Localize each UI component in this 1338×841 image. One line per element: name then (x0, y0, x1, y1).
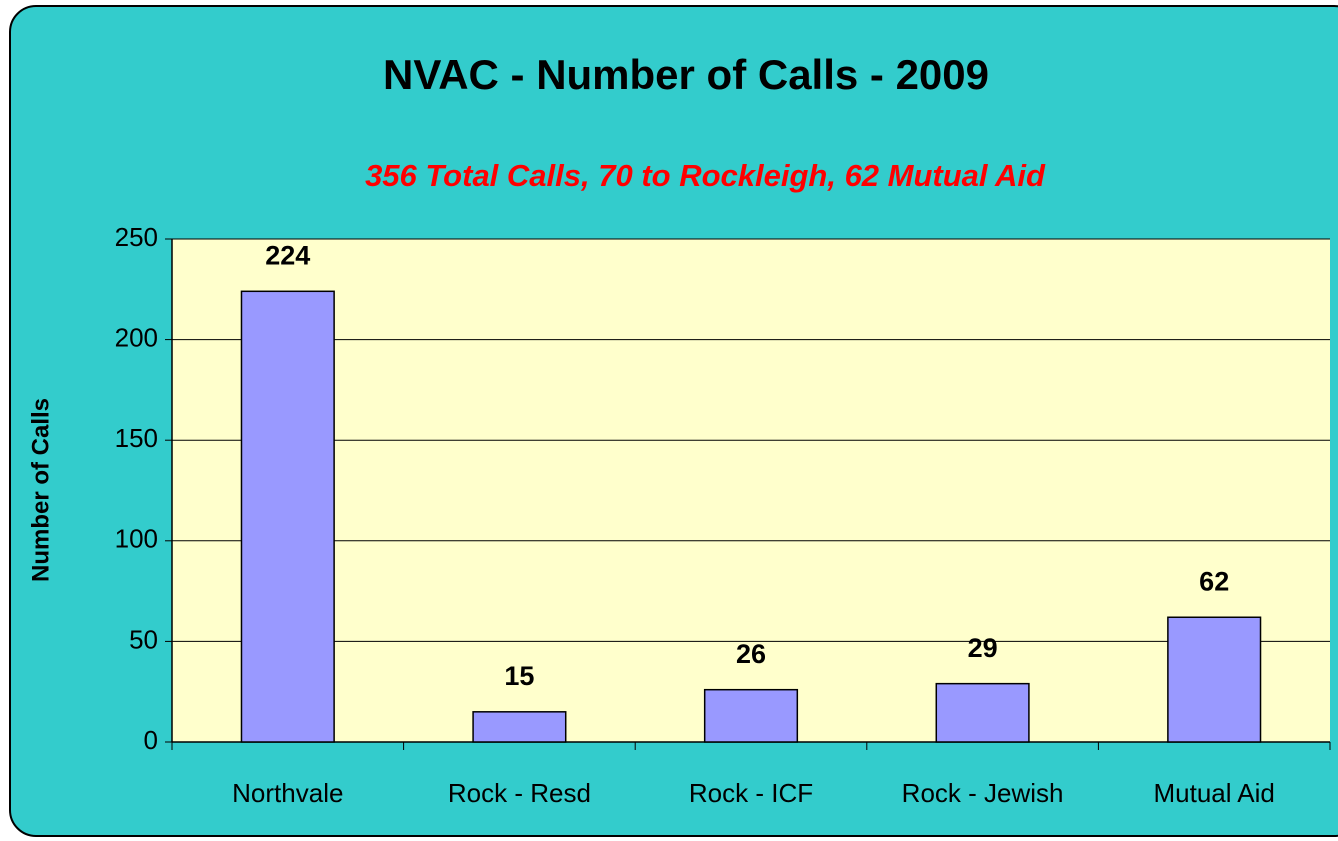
x-tick-label: Rock - Resd (448, 778, 591, 808)
data-label: 26 (736, 639, 766, 669)
chart-subtitle: 356 Total Calls, 70 to Rockleigh, 62 Mut… (365, 158, 1046, 193)
y-tick-label: 100 (115, 524, 158, 554)
bar (472, 711, 567, 743)
data-label: 224 (265, 240, 310, 270)
x-tick-label: Rock - ICF (689, 778, 813, 808)
x-tick-label: Northvale (232, 778, 343, 808)
data-label: 29 (968, 633, 998, 663)
bar (703, 688, 799, 743)
plot-area (172, 239, 1330, 742)
y-tick-label: 250 (115, 222, 158, 252)
y-tick-label: 0 (144, 725, 158, 755)
chart-title: NVAC - Number of Calls - 2009 (383, 51, 989, 98)
y-tick-label: 50 (129, 624, 158, 654)
y-tick-label: 150 (115, 423, 158, 453)
data-label: 62 (1199, 566, 1229, 596)
x-tick-label: Mutual Aid (1153, 778, 1274, 808)
data-label: 15 (504, 661, 534, 691)
bar (935, 682, 1030, 743)
bar (240, 290, 335, 743)
bar (1167, 616, 1262, 743)
y-tick-label: 200 (115, 322, 158, 352)
x-tick-label: Rock - Jewish (902, 778, 1064, 808)
y-axis-label: Number of Calls (27, 398, 54, 582)
